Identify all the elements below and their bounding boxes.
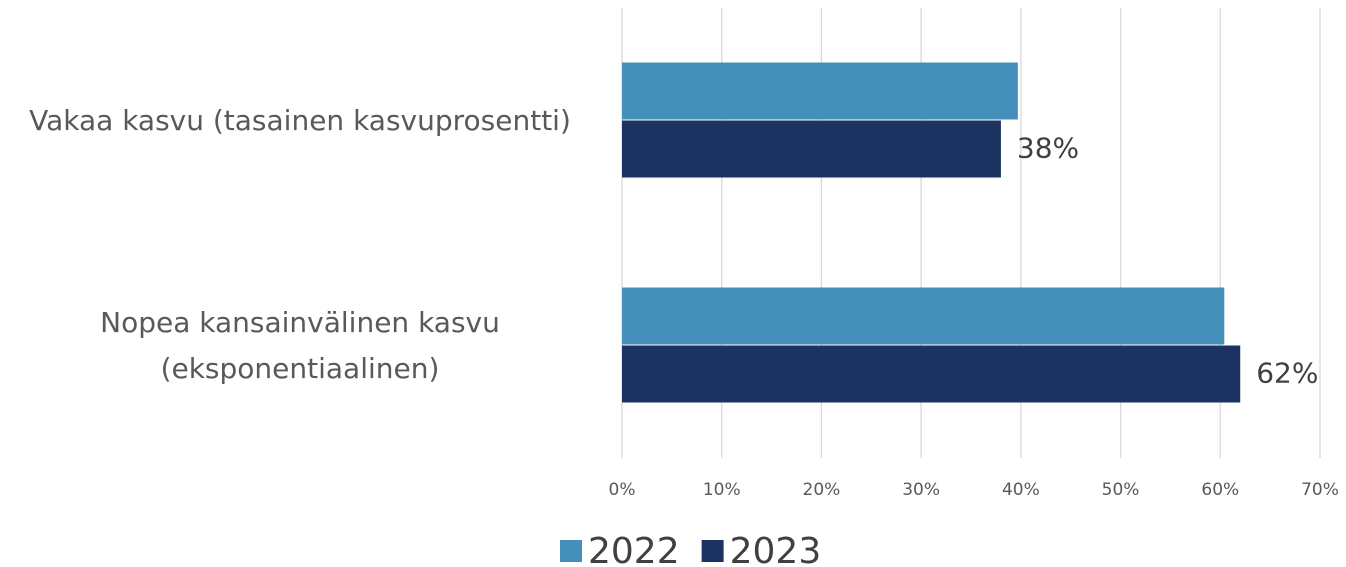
x-tick-label: 60% [1201, 480, 1239, 500]
legend-label: 2022 [588, 531, 680, 567]
bar [622, 120, 1001, 178]
category-label: Vakaa kasvu (tasainen kasvuprosentti) [29, 103, 571, 137]
x-tick-label: 50% [1102, 480, 1140, 500]
x-tick-label: 30% [902, 480, 940, 500]
legend-label: 2023 [730, 531, 822, 567]
value-label: 38% [1017, 132, 1079, 165]
x-tick-label: 20% [803, 480, 841, 500]
bar [622, 345, 1241, 403]
x-tick-label: 0% [609, 480, 636, 500]
category-label: Nopea kansainvälinen kasvu (eksponentiaa… [100, 305, 500, 385]
x-tick-label: 40% [1002, 480, 1040, 500]
legend-swatch [560, 540, 582, 562]
bar [622, 62, 1018, 120]
x-tick-label: 70% [1301, 480, 1339, 500]
value-label: 62% [1256, 357, 1318, 390]
bar [622, 287, 1225, 345]
legend-swatch [701, 540, 724, 562]
x-tick-label: 10% [703, 480, 741, 500]
